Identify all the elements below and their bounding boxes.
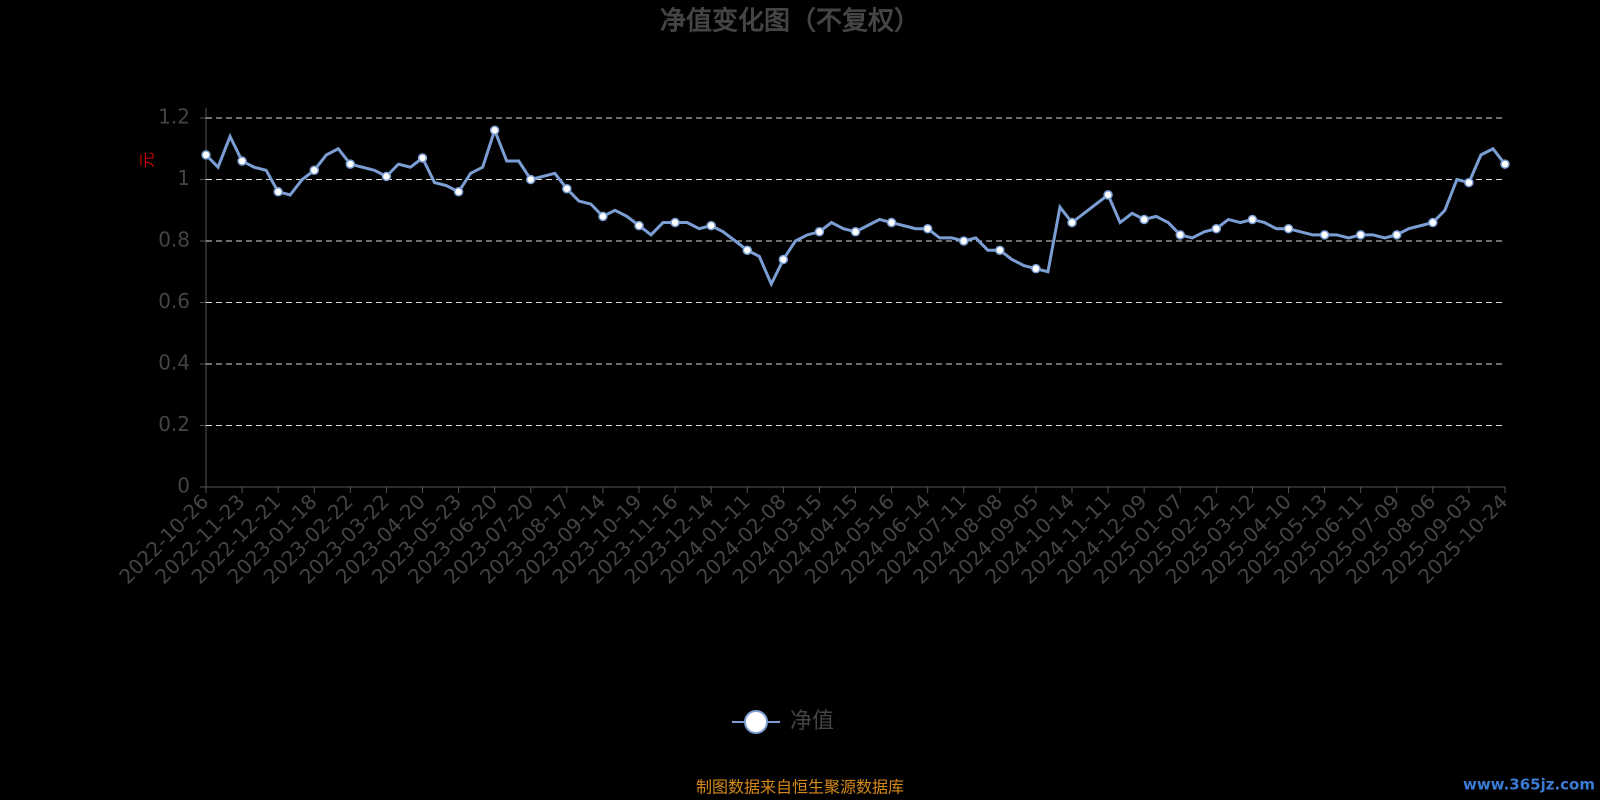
point bbox=[417, 153, 428, 163]
point bbox=[742, 245, 752, 255]
point bbox=[1031, 263, 1041, 274]
point bbox=[598, 211, 608, 222]
point bbox=[814, 227, 825, 237]
y-axis-label: 元 bbox=[138, 152, 157, 168]
point bbox=[1283, 223, 1294, 234]
point bbox=[201, 150, 211, 160]
point bbox=[1428, 217, 1438, 228]
point bbox=[634, 220, 644, 231]
point bbox=[778, 254, 789, 265]
y-tick-label: 0 bbox=[177, 474, 190, 498]
point bbox=[345, 159, 356, 169]
point bbox=[995, 245, 1005, 255]
point bbox=[670, 217, 680, 228]
point bbox=[562, 183, 572, 194]
point bbox=[309, 165, 319, 176]
source-note: 制图数据来自恒生聚源数据库 bbox=[696, 778, 904, 797]
point bbox=[1139, 214, 1149, 225]
y-tick-label: 1 bbox=[177, 166, 190, 190]
point bbox=[1319, 230, 1330, 240]
point bbox=[1103, 190, 1113, 200]
point bbox=[1247, 214, 1258, 225]
y-tick-label: 0.4 bbox=[158, 351, 190, 375]
point bbox=[959, 236, 969, 246]
y-tick-label: 0.6 bbox=[158, 289, 190, 313]
point bbox=[706, 220, 716, 231]
point bbox=[1464, 177, 1474, 188]
legend-label: 净值 bbox=[790, 709, 834, 734]
point bbox=[237, 156, 247, 166]
point bbox=[381, 171, 392, 182]
point bbox=[1500, 159, 1510, 169]
y-tick-label: 1.2 bbox=[158, 105, 190, 129]
point bbox=[1392, 230, 1402, 240]
y-tick-label: 0.8 bbox=[158, 228, 190, 252]
legend-marker bbox=[744, 710, 768, 734]
chart-title: 净值变化图（不复权） bbox=[660, 6, 920, 37]
point bbox=[1355, 230, 1366, 240]
point bbox=[453, 187, 464, 197]
point bbox=[1175, 230, 1185, 240]
point bbox=[1211, 223, 1222, 234]
watermark: www.365jz.com bbox=[1463, 776, 1595, 794]
point bbox=[526, 174, 536, 185]
point bbox=[922, 223, 933, 234]
point bbox=[1067, 217, 1077, 228]
y-tick-label: 0.2 bbox=[158, 412, 190, 436]
point bbox=[273, 187, 283, 197]
point bbox=[886, 217, 897, 228]
point bbox=[850, 227, 861, 237]
series-line bbox=[204, 125, 1507, 288]
point bbox=[489, 125, 500, 136]
